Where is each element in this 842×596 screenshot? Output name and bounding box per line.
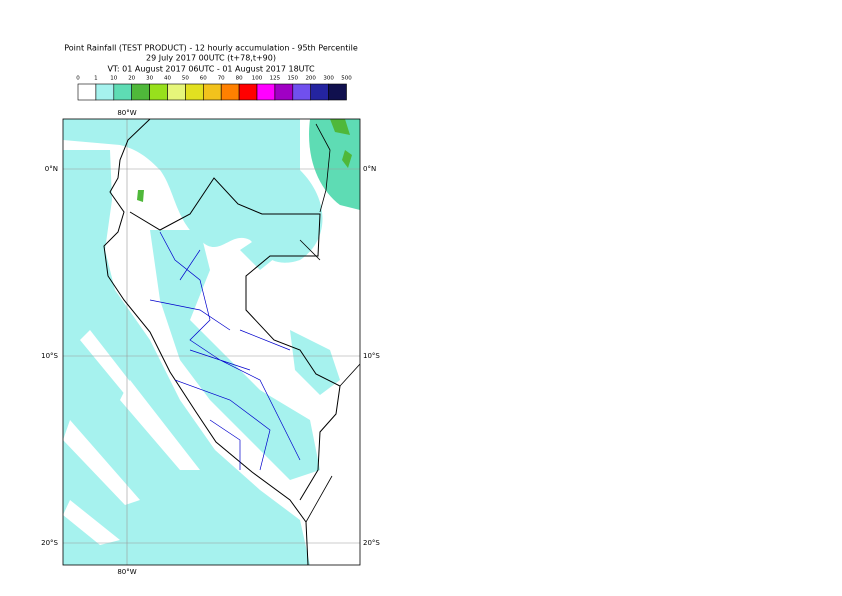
legend-swatch xyxy=(131,83,150,101)
legend-swatch xyxy=(274,83,294,101)
legend-label: 10 xyxy=(110,76,117,82)
lat-label: 20°S xyxy=(41,539,58,547)
legend-label: 0 xyxy=(76,76,80,82)
legend-swatch xyxy=(220,83,240,101)
lat-label: 10°S xyxy=(363,352,380,360)
legend-swatch xyxy=(203,83,222,101)
legend-swatch xyxy=(238,83,258,101)
legend-swatch xyxy=(113,83,133,101)
title-line: 29 July 2017 00UTC (t+78,t+90) xyxy=(146,54,276,63)
legend-label: 1 xyxy=(94,76,98,82)
legend-swatch xyxy=(292,83,311,101)
legend-swatch xyxy=(185,83,204,101)
lat-label: 10°S xyxy=(41,352,58,360)
legend-swatch xyxy=(256,83,276,101)
legend-swatch xyxy=(167,83,186,101)
graticule xyxy=(63,119,360,565)
legend-swatch xyxy=(310,83,329,101)
rain-field xyxy=(63,119,360,565)
legend-label: 150 xyxy=(288,76,299,82)
lat-label: 20°S xyxy=(363,539,380,547)
lat-label: 0°N xyxy=(363,165,376,173)
legend-label: 20 xyxy=(128,76,135,82)
legend-label: 125 xyxy=(270,76,281,82)
title-line: Point Rainfall (TEST PRODUCT) - 12 hourl… xyxy=(64,44,358,53)
legend-swatch xyxy=(95,83,115,101)
lon-label: 80°W xyxy=(117,109,136,117)
legend-label: 70 xyxy=(218,76,225,82)
title-line: VT: 01 August 2017 06UTC - 01 August 201… xyxy=(107,65,315,74)
legend-swatch xyxy=(328,83,347,101)
legend-label: 40 xyxy=(164,76,171,82)
lat-label: 0°N xyxy=(45,165,58,173)
lon-label: 80°W xyxy=(117,568,136,576)
borders xyxy=(103,119,360,565)
legend-label: 300 xyxy=(323,76,334,82)
legend-label: 50 xyxy=(182,76,189,82)
legend-label: 500 xyxy=(341,76,352,82)
legend-swatch xyxy=(77,83,97,101)
map: 80°W 80°W 0°N 0°N 10°S 10°S 20°S 20°S xyxy=(41,109,380,576)
legend-label: 200 xyxy=(305,76,316,82)
legend-label: 100 xyxy=(252,76,263,82)
legend-label: 80 xyxy=(236,76,243,82)
map-frame xyxy=(62,118,361,566)
legend-label: 30 xyxy=(146,76,153,82)
legend: 0 1 10 20 30 40 50 60 70 80 100 125 150 200 300 500 xyxy=(76,76,352,101)
legend-label: 60 xyxy=(200,76,207,82)
legend-swatch xyxy=(149,83,168,101)
